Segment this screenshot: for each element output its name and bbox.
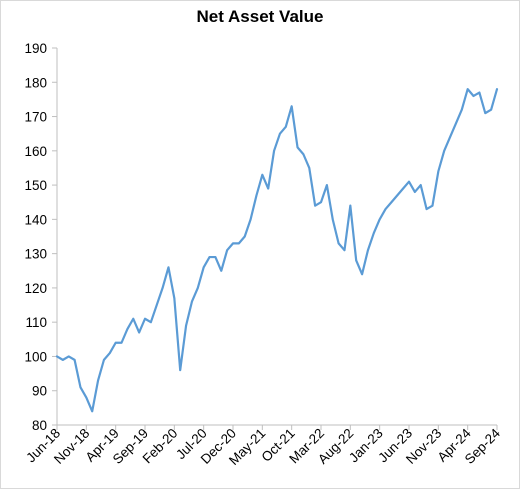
nav-data-point [67, 355, 70, 358]
nav-data-point [150, 321, 152, 323]
nav-data-point [132, 317, 135, 320]
x-axis: Jun-18Nov-18Apr-19Sep-19Feb-20Jul-20Dec-… [23, 424, 503, 468]
nav-data-point [425, 208, 428, 210]
nav-data-point [185, 324, 187, 327]
nav-data-point [232, 242, 234, 245]
nav-data-point [384, 208, 387, 210]
nav-series-line [55, 88, 499, 413]
y-tick-label: 90 [32, 384, 47, 399]
nav-data-point [331, 218, 334, 221]
y-tick-label: 120 [24, 281, 47, 296]
y-tick-label: 80 [32, 418, 47, 433]
nav-data-point [56, 355, 58, 358]
nav-data-point [255, 194, 258, 197]
nav-data-point [155, 304, 158, 306]
nav-data-point [91, 410, 93, 413]
nav-data-point [120, 341, 123, 344]
nav-data-point [279, 132, 281, 135]
nav-data-point [466, 88, 469, 90]
nav-data-point [85, 396, 88, 399]
nav-data-point [349, 204, 352, 207]
nav-data-point [296, 146, 299, 149]
chart-title: Net Asset Value [196, 7, 324, 26]
nav-data-point [144, 317, 146, 320]
y-tick-label: 190 [24, 41, 47, 56]
nav-data-point [273, 150, 275, 152]
nav-data-point [208, 256, 211, 258]
nav-data-point [114, 341, 117, 344]
nav-data-point [484, 112, 487, 114]
nav-data-point [173, 297, 176, 299]
nav-data-point [249, 218, 252, 221]
nav-data-point [97, 379, 99, 382]
nav-data-point [390, 201, 393, 204]
nav-data-point [414, 191, 416, 193]
nav-data-point [191, 300, 193, 303]
nav-data-point [179, 369, 181, 371]
nav-data-point [496, 88, 498, 90]
nav-data-point [73, 359, 76, 361]
nav-data-point [138, 331, 140, 334]
nav-data-point [461, 108, 463, 111]
nav-data-point [337, 242, 340, 245]
nav-data-point [243, 235, 246, 238]
nav-data-point [220, 269, 223, 272]
nav-data-point [378, 218, 381, 221]
nav-data-point [326, 184, 328, 186]
nav-data-point [396, 194, 399, 197]
nav-data-point [267, 187, 270, 190]
y-axis: 80 90 100 110 120 130 140 150 160 170 180 190 [24, 41, 58, 433]
nav-data-point [355, 259, 358, 262]
nav-data-point [455, 122, 457, 125]
nav-data-point [62, 359, 64, 361]
nav-data-point [109, 352, 111, 354]
nav-data-point [472, 95, 475, 97]
nav-data-point [238, 242, 240, 245]
nav-data-point [167, 266, 170, 269]
nav-data-point [431, 204, 434, 207]
nav-data-point [373, 232, 375, 234]
nav-data-point [214, 256, 217, 258]
y-tick-label: 140 [24, 212, 47, 227]
y-tick-label: 180 [24, 75, 47, 90]
series-area [55, 88, 499, 413]
nav-data-point [367, 249, 369, 252]
nav-data-point [419, 184, 422, 186]
nav-data-point [343, 249, 346, 252]
nav-data-point [285, 126, 287, 128]
nav-data-point [103, 359, 105, 361]
y-tick-label: 170 [24, 110, 47, 125]
nav-data-point [449, 136, 451, 138]
y-tick-label: 110 [25, 315, 47, 330]
nav-data-point [478, 91, 481, 94]
nav-data-point [408, 180, 410, 183]
nav-data-point [197, 287, 199, 289]
y-tick-label: 160 [24, 144, 47, 159]
nav-data-point [308, 167, 311, 169]
nav-data-point [443, 150, 446, 152]
nav-data-point [320, 201, 322, 204]
nav-data-point [79, 386, 82, 389]
nav-data-point [202, 266, 205, 269]
nav-data-point [290, 105, 293, 108]
nav-data-point [161, 287, 164, 289]
nav-data-point [490, 108, 492, 111]
y-tick-label: 100 [24, 349, 47, 364]
nav-data-point [261, 174, 264, 176]
nav-data-point [302, 153, 305, 156]
nav-data-point [361, 273, 363, 276]
y-tick-label: 150 [24, 178, 47, 193]
nav-data-point [126, 328, 129, 330]
nav-data-point [402, 187, 404, 190]
y-tick-label: 130 [24, 247, 47, 262]
nav-data-point [437, 170, 440, 173]
nav-data-point [226, 249, 228, 252]
nav-data-point [314, 204, 316, 207]
